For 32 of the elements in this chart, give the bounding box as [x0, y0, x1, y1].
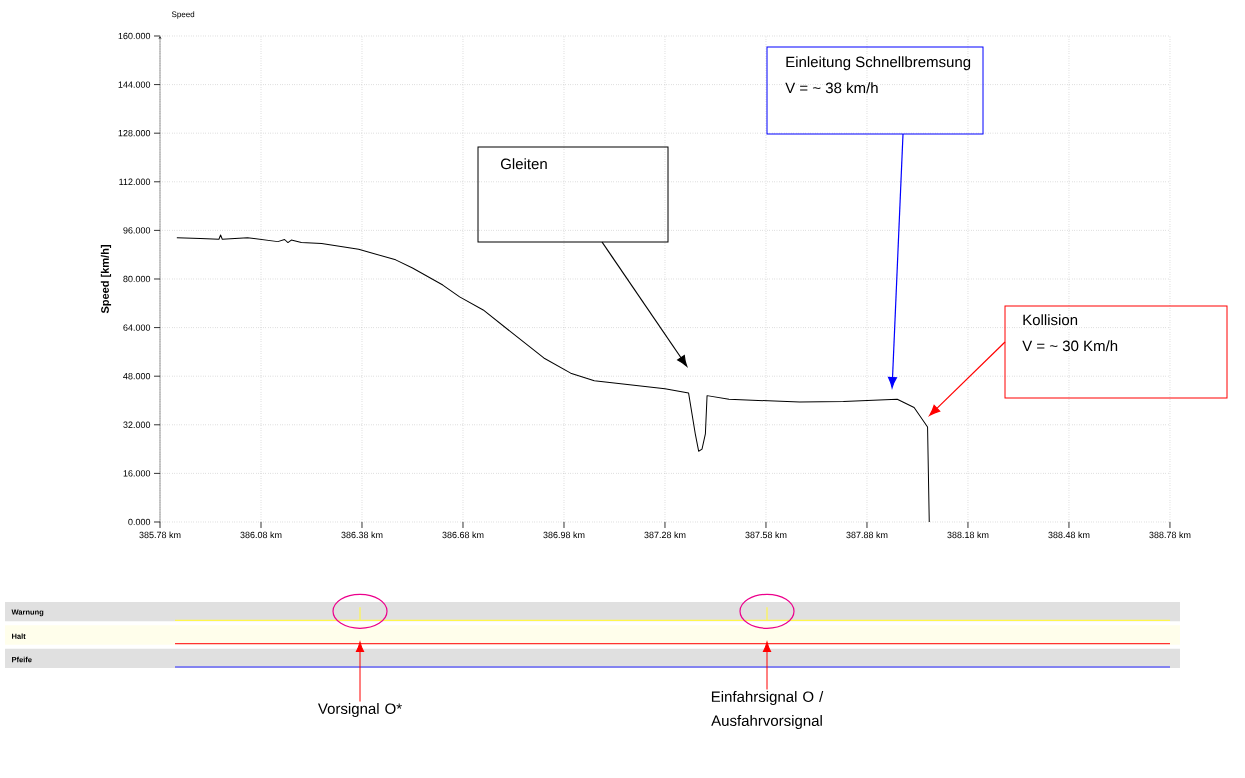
y-tick-label: 48.000 — [123, 373, 151, 380]
x-tick-label: 386.98 km — [543, 531, 585, 539]
annotation: Gleiten — [500, 158, 547, 170]
y-tick-label: 96.000 — [123, 227, 151, 234]
y-tick-label: 80.000 — [123, 275, 151, 283]
y-tick-label: 64.000 — [123, 324, 151, 331]
y-tick-label: 144.000 — [118, 81, 151, 88]
x-tick-label: 388.18 km — [947, 531, 989, 539]
x-tick-label: 385.78 km — [139, 531, 181, 539]
annotation: V = ~ 30 Km/h — [1022, 340, 1118, 352]
y-tick-label: 16.000 — [123, 470, 151, 477]
x-tick-label: 387.28 km — [644, 531, 686, 539]
y-axis-title: Speed [km/h] — [100, 245, 112, 314]
annotation: Kollision — [1023, 314, 1078, 326]
text: Einfahrsignal O / Ausfahrvorsignal — [711, 690, 824, 729]
chart-title: Speed — [171, 11, 195, 19]
line-series — [176, 234, 930, 523]
annotation: Einleitung Schnellbremsung — [786, 56, 971, 71]
y-tick-label: 32.000 — [123, 421, 151, 428]
x-tick-label: 388.48 km — [1048, 531, 1090, 539]
x-tick-label: 386.68 km — [442, 531, 484, 539]
x-tick-label: 386.38 km — [341, 531, 383, 539]
y-tick-label: 112.000 — [119, 178, 151, 185]
text: Vorsignal O* — [317, 702, 402, 717]
y-tick-label: 128.000 — [118, 130, 151, 137]
y-tick-label: 0.000 — [128, 518, 151, 526]
annotation: V = ~ 38 km/h — [785, 82, 878, 94]
x-tick-label: 386.08 km — [240, 531, 282, 539]
x-tick-label: 387.58 km — [745, 531, 787, 539]
x-tick-label: 387.88 km — [846, 531, 888, 539]
x-tick-label: 388.78 km — [1149, 531, 1191, 539]
y-tick-label: 160.000 — [118, 32, 151, 40]
